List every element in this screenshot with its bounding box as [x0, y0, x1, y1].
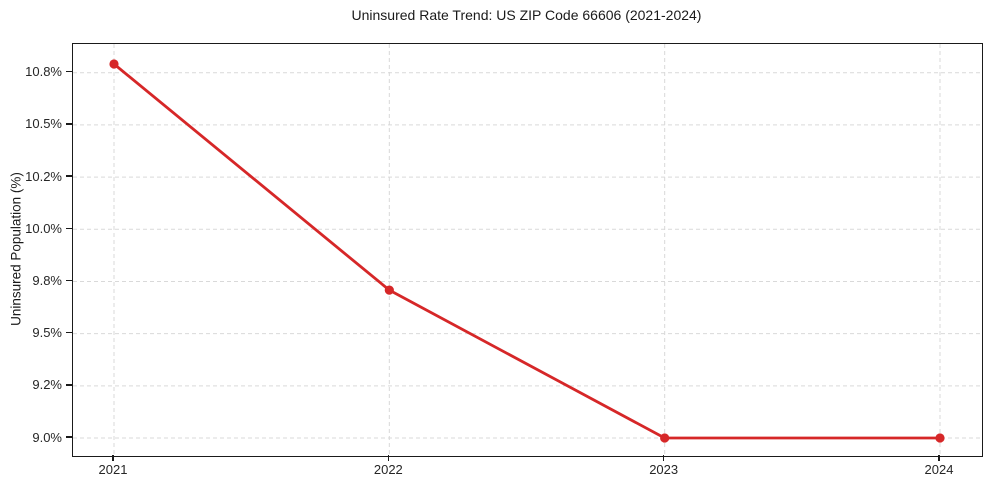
plot-area [72, 43, 983, 457]
y-tick [66, 175, 72, 177]
x-tick [112, 455, 114, 461]
x-tick-label: 2021 [98, 462, 128, 477]
y-tick [66, 227, 72, 229]
y-tick [66, 384, 72, 386]
data-point-marker [660, 433, 670, 443]
y-tick-label: 9.2% [32, 377, 62, 393]
y-tick-label: 10.2% [25, 168, 62, 184]
y-tick [66, 71, 72, 73]
y-tick-label: 10.8% [25, 64, 62, 80]
chart-title: Uninsured Rate Trend: US ZIP Code 66606 … [351, 7, 702, 23]
x-tick [387, 455, 390, 461]
y-tick-label: 10.5% [25, 116, 62, 132]
x-tick-label: 2023 [649, 462, 679, 477]
y-tick [66, 123, 72, 125]
x-tick [938, 455, 940, 461]
trend-line [112, 62, 942, 440]
y-tick-label: 10.0% [25, 220, 62, 236]
y-tick-label: 9.5% [32, 325, 62, 341]
y-axis-label: Uninsured Population (%) [8, 172, 24, 326]
data-point-marker [384, 285, 394, 295]
y-tick-label: 9.8% [32, 272, 62, 288]
x-tick [662, 455, 665, 461]
x-tick-label: 2024 [924, 462, 954, 477]
data-point-marker [935, 433, 945, 443]
y-tick-label: 9.0% [32, 429, 62, 445]
data-point-marker [109, 59, 119, 69]
y-tick [66, 436, 72, 438]
trend-line-svg [73, 44, 982, 456]
x-tick-label: 2022 [373, 462, 403, 477]
y-tick [66, 279, 72, 282]
y-tick [66, 331, 72, 334]
